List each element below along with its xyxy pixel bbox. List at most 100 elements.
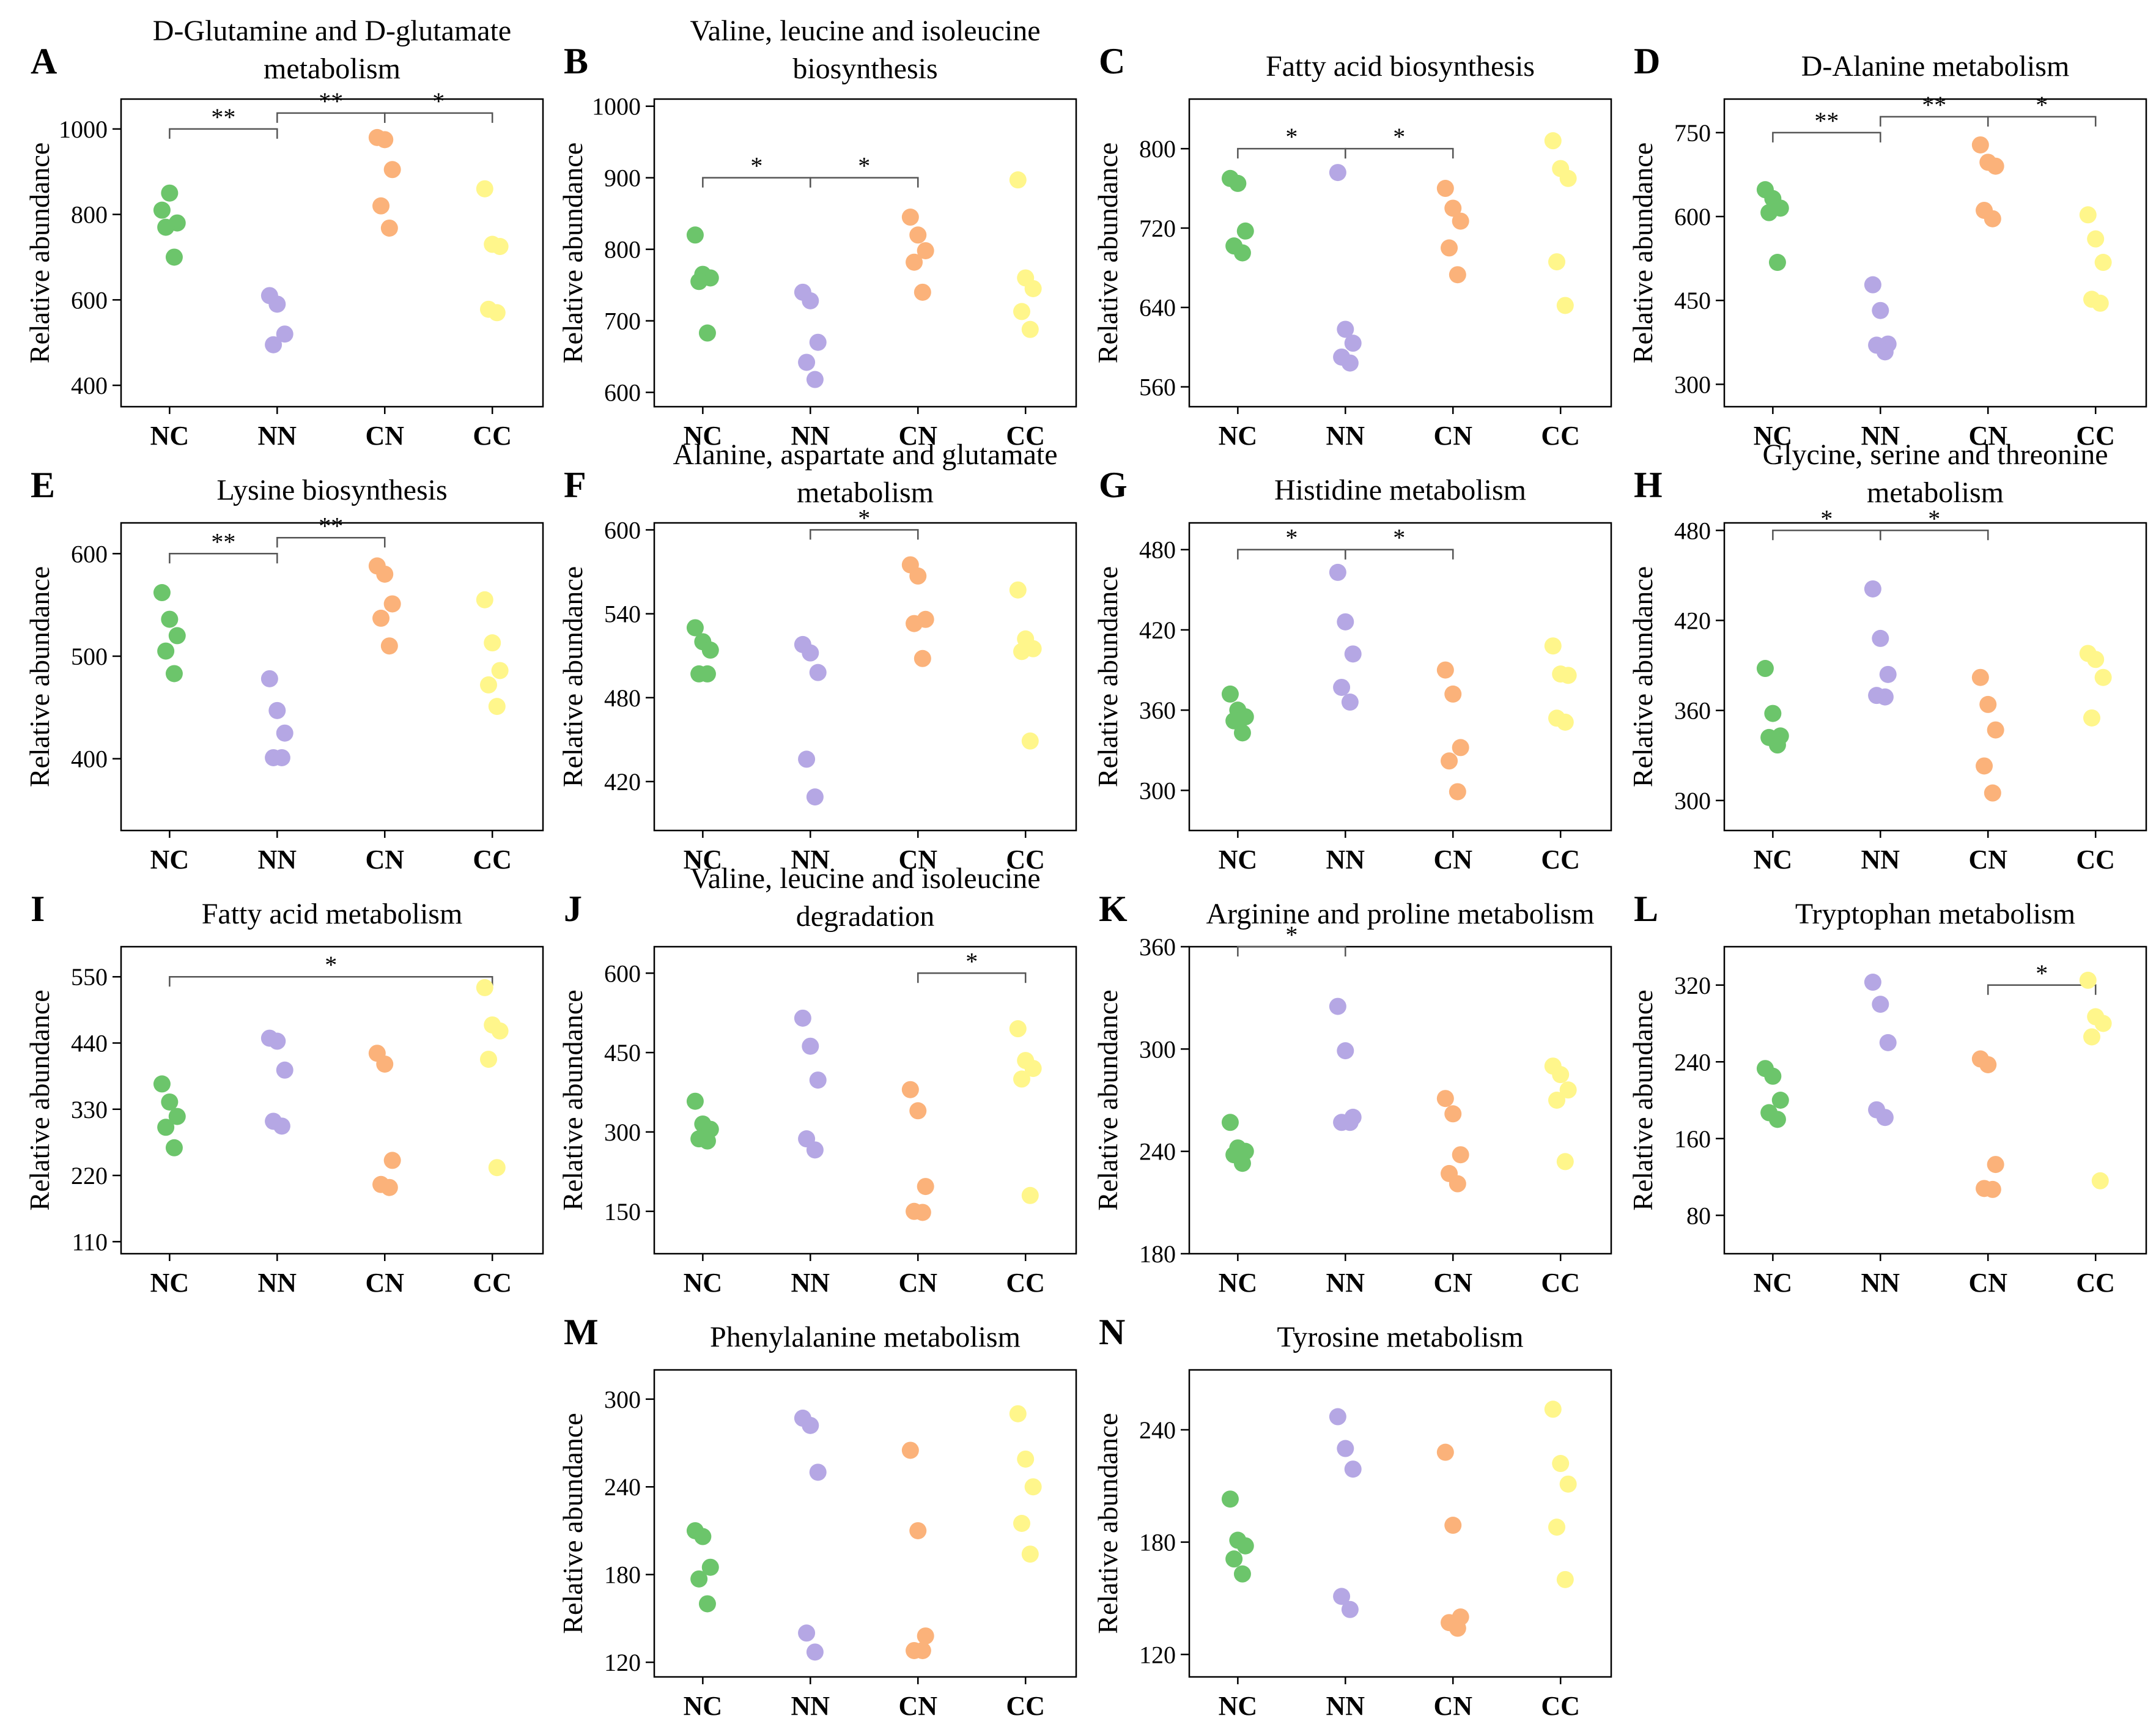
data-point-cc	[2094, 254, 2112, 272]
x-tick-label: NN	[791, 1268, 830, 1298]
y-tick-label: 300	[1139, 777, 1176, 804]
x-tick-label: CC	[473, 1268, 512, 1298]
significance-label: **	[1922, 91, 1946, 119]
data-point-nn	[806, 1141, 824, 1159]
data-point-cc	[2079, 206, 2097, 224]
data-point-cn	[1452, 739, 1469, 757]
y-axis-label: Relative abundance	[1092, 1413, 1123, 1633]
data-point-cn	[1987, 1156, 2004, 1174]
data-point-nn	[1329, 1408, 1346, 1426]
data-point-cn	[1971, 668, 1989, 686]
data-point-nn	[268, 1032, 286, 1050]
data-point-cc	[1021, 1186, 1039, 1204]
significance-label: *	[965, 947, 978, 975]
data-point-cc	[488, 304, 506, 322]
data-point-nn	[1864, 276, 1881, 294]
x-tick-label: CN	[1433, 1691, 1472, 1721]
chart-panel-f: F Alanine, aspartate and glutamate metabol…	[557, 438, 1077, 875]
significance-bracket	[169, 128, 278, 139]
data-point-cn	[1441, 239, 1458, 257]
panel-letter: F	[564, 465, 586, 505]
data-point-cn	[1449, 783, 1466, 801]
y-tick-label: 450	[1674, 287, 1711, 314]
data-point-cn	[376, 131, 394, 149]
data-point-cn	[1444, 1517, 1462, 1534]
data-point-cn	[917, 1178, 934, 1196]
data-point-nn	[1879, 665, 1897, 683]
x-tick-label: CN	[1433, 845, 1472, 875]
data-point-nn	[1876, 1109, 1894, 1126]
y-tick-label: 150	[604, 1198, 641, 1226]
data-point-nc	[686, 226, 704, 244]
data-point-cc	[488, 698, 506, 716]
data-point-nc	[157, 642, 175, 660]
data-point-nn	[1876, 688, 1894, 706]
data-point-nn	[809, 1463, 827, 1481]
x-tick-label: NC	[1219, 1268, 1258, 1298]
x-tick-label: NN	[258, 421, 297, 451]
data-point-cn	[1436, 1090, 1454, 1108]
data-point-nc	[161, 610, 179, 628]
x-tick-label: CN	[898, 1691, 937, 1721]
y-tick-label: 180	[1139, 1529, 1176, 1556]
y-axis-label: Relative abundance	[24, 142, 55, 363]
y-tick-label: 440	[71, 1029, 108, 1057]
chart-title: Histidine metabolism	[1274, 474, 1526, 506]
y-axis-label: Relative abundance	[1627, 990, 1658, 1210]
chart-panel-i: I Fatty acid metabolism 110 220 330 440 550 NC N…	[24, 889, 544, 1298]
data-point-cn	[1979, 695, 1997, 713]
x-tick-label: CN	[1968, 1268, 2007, 1298]
data-point-nc	[165, 1139, 183, 1156]
significance-label: *	[750, 152, 762, 180]
x-tick-label: CC	[1541, 845, 1580, 875]
chart-title-line: Alanine, aspartate and glutamate	[673, 438, 1057, 471]
y-tick-label: 700	[604, 308, 641, 335]
x-tick-label: CN	[365, 1268, 404, 1298]
y-tick-label: 220	[71, 1162, 108, 1189]
data-point-nn	[806, 788, 824, 806]
data-point-cn	[1449, 1175, 1466, 1193]
data-point-cc	[1013, 643, 1030, 660]
y-tick-label: 240	[1674, 1048, 1711, 1076]
chart-panel-h: H Glycine, serine and threonine metabolism…	[1627, 438, 2147, 875]
x-tick-label: NC	[150, 1268, 190, 1298]
significance-bracket	[917, 972, 1027, 983]
data-point-cc	[1013, 1515, 1030, 1532]
y-tick-label: 300	[1674, 787, 1711, 815]
data-point-nc	[1768, 254, 1786, 272]
chart-panel-n: N Tyrosine metabolism 120 180 240 NC NN CN CC Rel…	[1092, 1312, 1612, 1721]
chart-panel-l: L Tryptophan metabolism 80 160 240 320 NC NN CN C…	[1627, 889, 2147, 1298]
y-tick-label: 420	[604, 768, 641, 796]
x-tick-label: CN	[365, 421, 404, 451]
data-point-cc	[2094, 1015, 2112, 1032]
data-point-nn	[1864, 974, 1881, 991]
data-point-cc	[2079, 971, 2097, 989]
y-tick-label: 450	[604, 1039, 641, 1067]
data-point-nn	[794, 1009, 811, 1027]
data-point-nn	[1337, 613, 1354, 631]
data-point-cn	[383, 595, 401, 613]
data-point-nn	[276, 1061, 293, 1079]
significance-bracket	[810, 177, 919, 188]
data-point-nn	[1341, 694, 1359, 711]
data-point-nc	[1221, 685, 1239, 703]
data-point-cn	[380, 1178, 398, 1196]
data-point-nn	[268, 295, 286, 313]
y-axis-label: Relative abundance	[24, 566, 55, 787]
y-tick-label: 300	[1139, 1035, 1176, 1063]
data-point-cc	[1556, 1153, 1574, 1171]
y-tick-label: 640	[1139, 294, 1176, 322]
x-tick-label: NC	[1219, 1691, 1258, 1721]
x-tick-label: CN	[898, 421, 937, 451]
data-point-cc	[491, 662, 509, 679]
data-point-nn	[798, 353, 816, 371]
data-point-nc	[1233, 1155, 1251, 1172]
chart-title-line: Valine, leucine and isoleucine	[690, 862, 1040, 895]
x-tick-label: CC	[1006, 1691, 1045, 1721]
data-point-cc	[1013, 1070, 1030, 1088]
data-point-cn	[917, 242, 934, 259]
significance-label: *	[2036, 960, 2048, 987]
chart-panel-d: D D-Alanine metabolism 300 450 600 750 NC NN CN C…	[1627, 41, 2147, 451]
significance-label: *	[858, 504, 870, 531]
plot-frame	[1188, 1369, 1612, 1678]
